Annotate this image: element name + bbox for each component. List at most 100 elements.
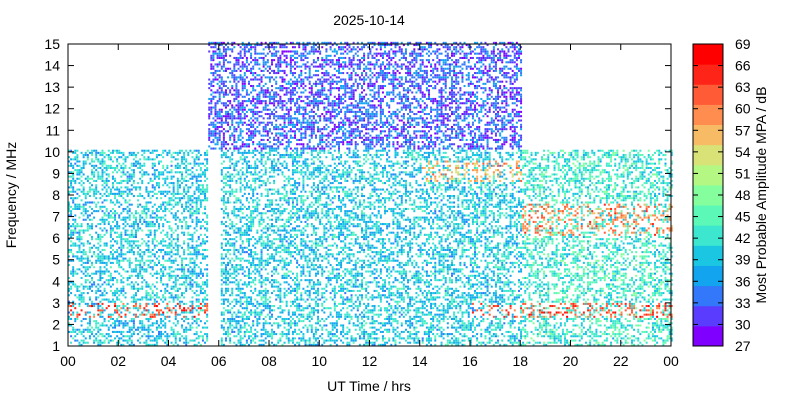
heatmap-cell [86,216,89,219]
heatmap-cell [279,283,282,286]
heatmap-cell [231,330,234,333]
heatmap-cell [116,317,119,321]
heatmap-cell [97,287,100,290]
heatmap-cell [197,190,200,193]
heatmap-cell [243,50,246,53]
heatmap-cell [88,298,91,301]
heatmap-cell [254,207,257,210]
heatmap-cell [120,244,123,247]
heatmap-cell [147,201,150,204]
heatmap-cell [287,175,290,178]
heatmap-cell [258,199,261,202]
heatmap-cell [231,162,234,165]
heatmap-cell [247,44,250,47]
heatmap-cell [183,195,186,198]
heatmap-cell [93,315,96,318]
heatmap-cell [239,134,242,137]
heatmap-cell [258,264,261,267]
heatmap-cell [103,192,106,195]
heatmap-cell [241,48,244,51]
heatmap-cell [118,322,121,325]
heatmap-cell [101,248,104,251]
heatmap-cell [151,158,154,161]
heatmap-cell [189,149,192,152]
heatmap-cell [185,169,188,172]
heatmap-cell [250,125,253,129]
heatmap-cell [95,164,98,167]
heatmap-cell [256,214,259,217]
heatmap-cell [158,259,160,262]
heatmap-cell [285,225,288,228]
heatmap-cell [191,270,194,273]
heatmap-cell [158,296,160,299]
heatmap-cell [201,309,204,312]
heatmap-cell [254,287,257,290]
heatmap-cell [231,119,234,122]
heatmap-cell [126,259,129,262]
heatmap-cell [183,242,186,245]
heatmap-cell [231,289,234,292]
heatmap-cell [235,117,238,120]
heatmap-cell [218,63,221,66]
heatmap-cell [260,257,263,260]
heatmap-cell [256,192,259,195]
heatmap-cell [273,93,276,96]
heatmap-cell [206,333,209,336]
heatmap-cell [70,313,73,316]
heatmap-cell [258,184,261,187]
heatmap-cell [197,235,200,239]
heatmap-cell [235,89,238,92]
heatmap-cell [287,330,290,333]
heatmap-cell [275,268,278,271]
heatmap-cell [231,158,234,161]
heatmap-cell [231,76,234,79]
heatmap-cell [168,266,171,269]
heatmap-cell [124,201,127,204]
heatmap-cell [268,244,271,247]
heatmap-cell [235,216,238,219]
heatmap-cell [88,151,91,154]
heatmap-cell [132,330,135,333]
heatmap-cell [151,266,154,269]
heatmap-cell [128,190,131,193]
heatmap-cell [93,216,96,219]
heatmap-cell [287,225,290,228]
heatmap-cell [151,330,154,333]
heatmap-cell [245,223,248,226]
heatmap-cell [243,192,246,195]
heatmap-cell [128,188,131,191]
heatmap-cell [183,233,186,236]
heatmap-cell [199,309,202,312]
heatmap-cell [275,238,278,241]
heatmap-cell [149,343,152,346]
heatmap-cell [134,292,137,295]
heatmap-cell [105,184,108,187]
heatmap-cell [204,281,207,284]
heatmap-cell [222,177,225,180]
heatmap-cell [220,76,223,79]
heatmap-cell [283,259,286,262]
heatmap-cell [128,320,131,323]
heatmap-cell [160,190,163,193]
heatmap-cell [233,195,236,198]
heatmap-cell [277,281,280,284]
heatmap-cell [256,300,259,303]
heatmap-cell [155,292,158,295]
heatmap-cell [172,156,175,159]
heatmap-cell [218,54,221,57]
heatmap-cell [279,205,282,208]
heatmap-cell [128,179,131,182]
heatmap-cell [237,102,240,105]
heatmap-cell [185,276,188,280]
heatmap-cell [101,175,104,178]
heatmap-cell [277,117,280,120]
heatmap-cell [279,76,282,79]
heatmap-cell [247,274,250,277]
heatmap-cell [243,84,246,88]
heatmap-cell [181,231,184,234]
heatmap-cell [201,238,204,241]
heatmap-cell [258,130,261,133]
heatmap-cell [183,268,186,271]
heatmap-cell [273,309,276,312]
heatmap-cell [189,186,192,189]
